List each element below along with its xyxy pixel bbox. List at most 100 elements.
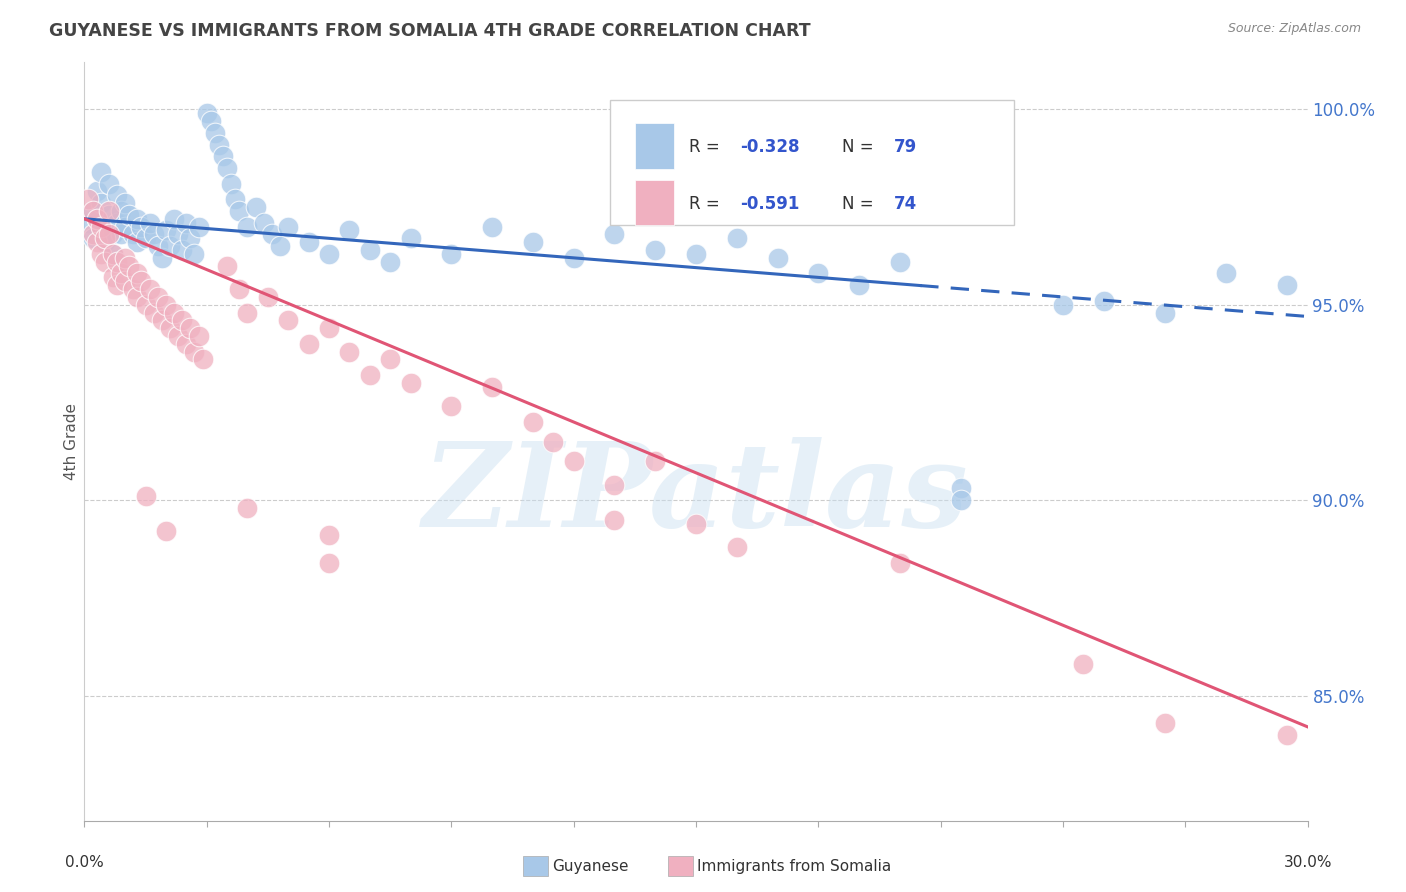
Point bbox=[217, 259, 239, 273]
Point bbox=[380, 352, 402, 367]
Point bbox=[179, 321, 201, 335]
Point bbox=[318, 528, 340, 542]
Point bbox=[1277, 728, 1299, 742]
Point bbox=[562, 454, 585, 468]
Text: Source: ZipAtlas.com: Source: ZipAtlas.com bbox=[1227, 22, 1361, 36]
Point bbox=[725, 540, 748, 554]
FancyBboxPatch shape bbox=[610, 101, 1014, 226]
Point bbox=[86, 185, 108, 199]
Point bbox=[187, 219, 209, 234]
Point bbox=[159, 239, 181, 253]
Point bbox=[93, 231, 115, 245]
Text: N =: N = bbox=[842, 195, 879, 213]
Text: N =: N = bbox=[842, 138, 879, 156]
Point bbox=[725, 231, 748, 245]
Point bbox=[1092, 293, 1115, 308]
Point bbox=[114, 274, 136, 288]
Point bbox=[603, 227, 626, 242]
Point bbox=[105, 254, 128, 268]
Point bbox=[339, 344, 361, 359]
Point bbox=[440, 247, 463, 261]
Point bbox=[253, 216, 276, 230]
Point bbox=[399, 376, 422, 390]
Point bbox=[82, 203, 104, 218]
Point bbox=[228, 282, 250, 296]
Point bbox=[146, 239, 169, 253]
Point bbox=[97, 177, 120, 191]
Point bbox=[97, 227, 120, 242]
Point bbox=[97, 208, 120, 222]
Point bbox=[1052, 298, 1074, 312]
Point bbox=[142, 227, 165, 242]
Point bbox=[318, 321, 340, 335]
Point bbox=[179, 231, 201, 245]
Point bbox=[187, 329, 209, 343]
Point bbox=[122, 282, 145, 296]
Point bbox=[481, 219, 503, 234]
Point bbox=[127, 267, 149, 281]
Point bbox=[269, 239, 291, 253]
Point bbox=[359, 368, 381, 383]
Point bbox=[118, 208, 141, 222]
Point bbox=[200, 114, 222, 128]
Point bbox=[1073, 657, 1095, 672]
Point bbox=[105, 216, 128, 230]
Point bbox=[562, 251, 585, 265]
Point bbox=[150, 251, 173, 265]
Point bbox=[93, 219, 115, 234]
Point bbox=[359, 243, 381, 257]
Point bbox=[440, 400, 463, 414]
Point bbox=[127, 235, 149, 250]
Point bbox=[318, 556, 340, 570]
Point bbox=[236, 305, 259, 319]
Point bbox=[82, 203, 104, 218]
Text: R =: R = bbox=[689, 138, 724, 156]
Point bbox=[685, 516, 707, 531]
Point bbox=[93, 254, 115, 268]
Point bbox=[543, 434, 565, 449]
Point bbox=[298, 235, 321, 250]
Point bbox=[105, 188, 128, 202]
Point bbox=[77, 192, 100, 206]
Point bbox=[131, 219, 153, 234]
Point bbox=[603, 513, 626, 527]
Point bbox=[90, 219, 112, 234]
Point bbox=[522, 235, 544, 250]
Point bbox=[101, 270, 124, 285]
Point bbox=[950, 482, 973, 496]
Point bbox=[90, 165, 112, 179]
Point bbox=[155, 298, 177, 312]
Text: R =: R = bbox=[689, 195, 724, 213]
Point bbox=[86, 235, 108, 250]
Point bbox=[236, 219, 259, 234]
Text: ZIPatlas: ZIPatlas bbox=[423, 437, 969, 552]
Y-axis label: 4th Grade: 4th Grade bbox=[63, 403, 79, 480]
Point bbox=[183, 344, 205, 359]
Point bbox=[1154, 305, 1177, 319]
Point bbox=[93, 235, 115, 250]
Point bbox=[807, 267, 830, 281]
Point bbox=[277, 219, 299, 234]
Point bbox=[380, 254, 402, 268]
Point bbox=[236, 500, 259, 515]
Point bbox=[110, 203, 132, 218]
Text: GUYANESE VS IMMIGRANTS FROM SOMALIA 4TH GRADE CORRELATION CHART: GUYANESE VS IMMIGRANTS FROM SOMALIA 4TH … bbox=[49, 22, 811, 40]
Point bbox=[183, 247, 205, 261]
Point bbox=[127, 211, 149, 226]
Point bbox=[481, 380, 503, 394]
Point bbox=[298, 336, 321, 351]
Point bbox=[131, 274, 153, 288]
Point bbox=[86, 211, 108, 226]
Point bbox=[339, 223, 361, 237]
Point bbox=[110, 267, 132, 281]
Point bbox=[174, 216, 197, 230]
Point bbox=[114, 196, 136, 211]
Point bbox=[90, 247, 112, 261]
Point bbox=[1215, 267, 1237, 281]
Text: 30.0%: 30.0% bbox=[1284, 855, 1331, 870]
Point bbox=[122, 227, 145, 242]
Point bbox=[766, 251, 789, 265]
Point bbox=[174, 336, 197, 351]
Point bbox=[191, 352, 214, 367]
Point bbox=[159, 321, 181, 335]
